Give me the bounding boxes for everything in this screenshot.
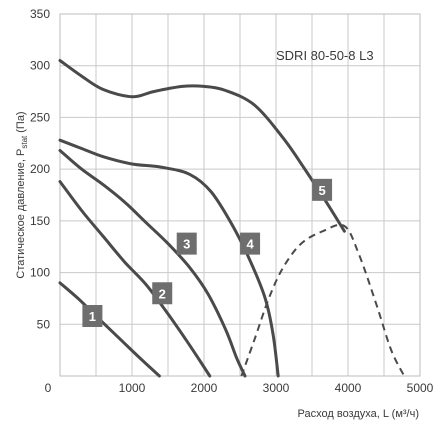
y-tick-label: 300 [30, 59, 50, 73]
fan-curve-1 [58, 281, 161, 378]
x-tick-label: 5000 [407, 381, 434, 395]
x-tick-label: 1000 [119, 381, 146, 395]
y-tick-label: 150 [30, 214, 50, 228]
fan-curve-4 [58, 138, 280, 378]
grid [60, 14, 420, 376]
system-curves [240, 223, 406, 377]
y-axis-title: Статическое давление, Pstat (Па) [15, 111, 29, 278]
curve-badge-label: 3 [183, 237, 190, 252]
curve-badge-label: 1 [89, 309, 96, 324]
tick-labels: 0 1000 2000 3000 4000 50005010015020025030035… [30, 7, 434, 395]
system-curve [240, 223, 406, 377]
curve-badge-label: 2 [159, 286, 166, 301]
y-tick-label: 200 [30, 162, 50, 176]
curve-badge-1: 1 [82, 305, 103, 328]
curve-badge-bg [312, 178, 333, 201]
curve-badge-bg [152, 282, 173, 305]
curve-badge-3: 3 [176, 232, 197, 255]
model-label: SDRI 80-50-8 L3 [276, 48, 374, 63]
plot-frame [59, 13, 421, 377]
curve-badge-label: 4 [246, 237, 254, 252]
fan-curve-2 [58, 180, 212, 378]
x-tick-label: 2000 [191, 381, 218, 395]
curve-badges: 1 2 3 4 5 [82, 178, 333, 328]
curve-badge-5: 5 [312, 178, 333, 201]
curve-badge-bg [240, 232, 261, 255]
x-tick-label: 4000 [335, 381, 362, 395]
curve-badge-bg [176, 232, 197, 255]
curve-badge-label: 5 [318, 183, 325, 198]
curve-badge-bg [82, 305, 103, 328]
y-tick-label: 100 [30, 266, 50, 280]
y-axis-title-unit: (Па) [15, 111, 27, 132]
fan-curve-3 [58, 149, 247, 378]
y-tick-label: 250 [30, 110, 50, 124]
y-tick-label: 50 [37, 317, 51, 331]
fan-curves [58, 59, 346, 378]
y-axis-title-main: Статическое давление, P [15, 149, 27, 279]
fan-curve-5 [58, 59, 346, 233]
y-tick-label: 350 [30, 7, 50, 21]
curve-badge-4: 4 [240, 232, 261, 255]
curve-badge-2: 2 [152, 282, 173, 305]
x-tick-label: 0 [45, 381, 52, 395]
x-tick-label: 3000 [263, 381, 290, 395]
x-axis-title: Расход воздуха, L (м³/ч) [298, 408, 419, 420]
y-axis-title-subscript: stat [20, 135, 29, 149]
